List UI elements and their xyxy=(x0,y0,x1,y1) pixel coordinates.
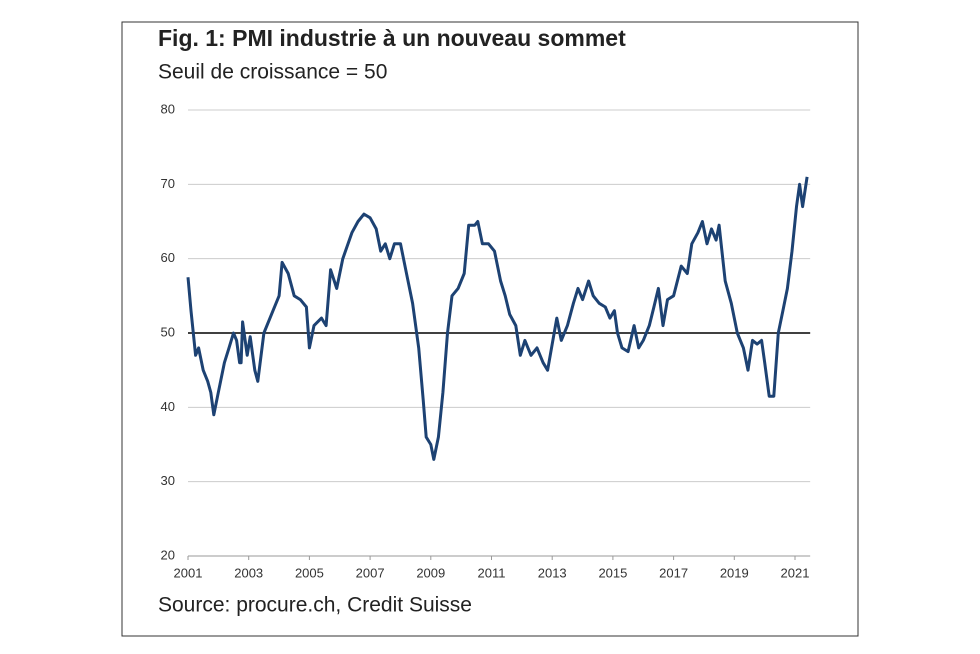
x-tick-label: 2019 xyxy=(720,565,749,580)
x-tick-label: 2021 xyxy=(781,565,810,580)
y-tick-label: 60 xyxy=(161,250,175,265)
x-tick-label: 2001 xyxy=(174,565,203,580)
x-tick-label: 2007 xyxy=(356,565,385,580)
line-series xyxy=(186,176,809,461)
x-tick-label: 2017 xyxy=(659,565,688,580)
y-tick-label: 50 xyxy=(161,324,175,339)
x-tick-label: 2015 xyxy=(598,565,627,580)
y-tick-label: 70 xyxy=(161,176,175,191)
y-tick-label: 80 xyxy=(161,101,175,116)
x-tick-label: 2013 xyxy=(538,565,567,580)
y-tick-label: 30 xyxy=(161,473,175,488)
x-tick-label: 2003 xyxy=(234,565,263,580)
source: Source: procure.ch, Credit Suisse xyxy=(158,594,472,617)
chart-title: Fig. 1: PMI industrie à un nouveau somme… xyxy=(158,25,626,51)
y-tick-label: 20 xyxy=(161,547,175,562)
x-tick-label: 2005 xyxy=(295,565,324,580)
x-tick-label: 2011 xyxy=(478,565,506,580)
x-tick-label: 2009 xyxy=(416,565,445,580)
frame xyxy=(121,21,859,637)
chart-subtitle: Seuil de croissance = 50 xyxy=(158,61,387,84)
y-tick-label: 40 xyxy=(161,399,175,414)
